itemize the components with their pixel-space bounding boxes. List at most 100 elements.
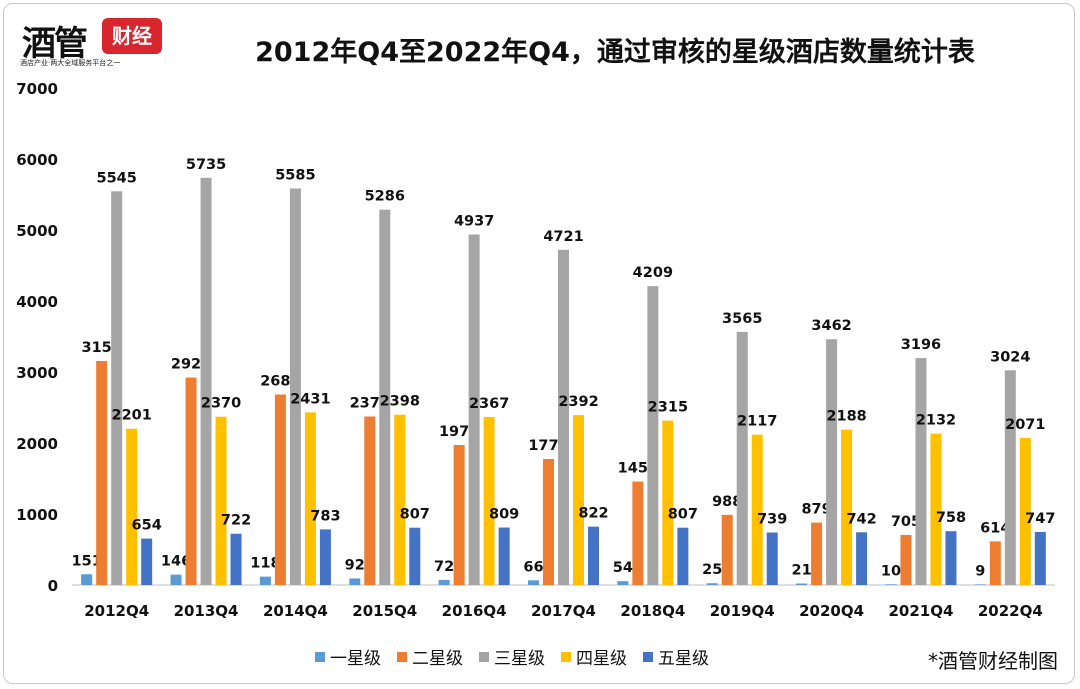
y-tick-label: 6000 [16, 151, 58, 169]
data-label: 5286 [365, 189, 405, 205]
bar [796, 583, 808, 585]
bar [885, 584, 897, 585]
bar [364, 416, 376, 585]
logo-brand-badge: 财经 [102, 18, 162, 54]
data-label: 54 [613, 560, 633, 576]
data-label: 5585 [275, 167, 315, 183]
bar [483, 416, 495, 585]
chart-legend: 一星级 二星级 三星级 四星级 五星级 [315, 644, 709, 669]
logo: 酒管 财经 酒店产业·两大全域服务平台之一 [14, 12, 164, 70]
data-label: 783 [310, 508, 340, 524]
data-label: 807 [668, 507, 698, 523]
data-label: 4209 [633, 265, 673, 281]
data-label: 742 [846, 511, 876, 527]
data-label: 5545 [97, 170, 137, 186]
data-label: 2370 [201, 396, 241, 412]
bar [409, 527, 421, 585]
data-label: 10 [881, 563, 901, 579]
bar [945, 531, 957, 585]
data-label: 3565 [722, 311, 762, 327]
bar [185, 377, 197, 585]
chart-title: 2012年Q4至2022年Q4，通过审核的星级酒店数量统计表 [255, 37, 975, 68]
y-tick-label: 2000 [16, 435, 58, 453]
data-label: 807 [400, 507, 430, 523]
x-tick-label: 2020Q4 [799, 602, 864, 620]
bar [96, 360, 108, 585]
bar [1034, 531, 1046, 585]
legend-label: 三星级 [494, 649, 545, 669]
data-label: 614 [980, 520, 1010, 536]
legend-label: 四星级 [576, 649, 627, 669]
data-label: 654 [132, 518, 162, 534]
bar [558, 249, 569, 585]
bar [274, 394, 286, 585]
legend-item: 一星级 [315, 644, 381, 669]
bar [1004, 370, 1016, 585]
bar [453, 444, 465, 585]
data-label: 2315 [648, 400, 688, 416]
bar [394, 414, 406, 585]
data-label: 2398 [380, 394, 420, 410]
y-tick-label: 4000 [16, 293, 58, 311]
legend-item: 三星级 [479, 644, 545, 669]
bar [662, 420, 674, 585]
bar [215, 416, 227, 585]
logo-brand-main: 酒管 [22, 24, 88, 64]
bar [856, 532, 868, 585]
legend-label: 一星级 [330, 649, 381, 669]
bar [826, 339, 838, 585]
bar [736, 331, 748, 585]
legend-label: 五星级 [658, 649, 709, 669]
bar [811, 522, 823, 585]
x-tick-label: 2018Q4 [620, 602, 685, 620]
data-label: 2071 [1005, 417, 1045, 433]
legend-swatch [561, 651, 571, 662]
bar [706, 583, 718, 585]
data-label: 2188 [826, 409, 866, 425]
legend-item: 二星级 [397, 644, 463, 669]
legend-label: 二星级 [412, 649, 463, 669]
bar [528, 580, 539, 585]
data-label: 2367 [469, 396, 509, 412]
data-label: 9 [975, 563, 985, 579]
bar [841, 429, 853, 585]
data-label: 2431 [290, 391, 330, 407]
y-tick-label: 0 [48, 577, 58, 595]
bar [498, 527, 510, 585]
bar [989, 541, 1001, 585]
x-tick-label: 2022Q4 [978, 602, 1043, 620]
legend-swatch [479, 651, 489, 662]
data-label: 879 [801, 502, 831, 518]
bar [617, 581, 629, 585]
x-tick-label: 2016Q4 [442, 602, 507, 620]
data-label: 747 [1025, 511, 1055, 527]
bar [259, 576, 271, 585]
x-tick-label: 2014Q4 [263, 602, 328, 620]
bar [751, 434, 763, 585]
x-tick-label: 2021Q4 [888, 602, 953, 620]
bar [141, 538, 153, 585]
legend-swatch [643, 651, 653, 662]
bar [766, 532, 778, 585]
bar [543, 459, 554, 585]
data-label: 822 [578, 506, 608, 522]
data-label: 809 [489, 507, 519, 523]
data-label: 2201 [112, 408, 152, 424]
data-label: 758 [936, 510, 966, 526]
data-label: 705 [891, 514, 921, 530]
data-label: 66 [523, 559, 543, 575]
x-tick-label: 2017Q4 [531, 602, 596, 620]
bar [468, 234, 480, 585]
legend-item: 五星级 [643, 644, 709, 669]
bar [721, 514, 733, 585]
data-label: 722 [221, 513, 251, 529]
y-tick-label: 1000 [16, 506, 58, 524]
data-label: 5735 [186, 157, 226, 173]
data-label: 4937 [454, 213, 494, 229]
bar [974, 584, 986, 585]
data-label: 3196 [901, 337, 941, 353]
bar [170, 574, 182, 585]
bar [438, 579, 450, 585]
chart-frame [3, 3, 1075, 684]
bar [930, 433, 942, 585]
